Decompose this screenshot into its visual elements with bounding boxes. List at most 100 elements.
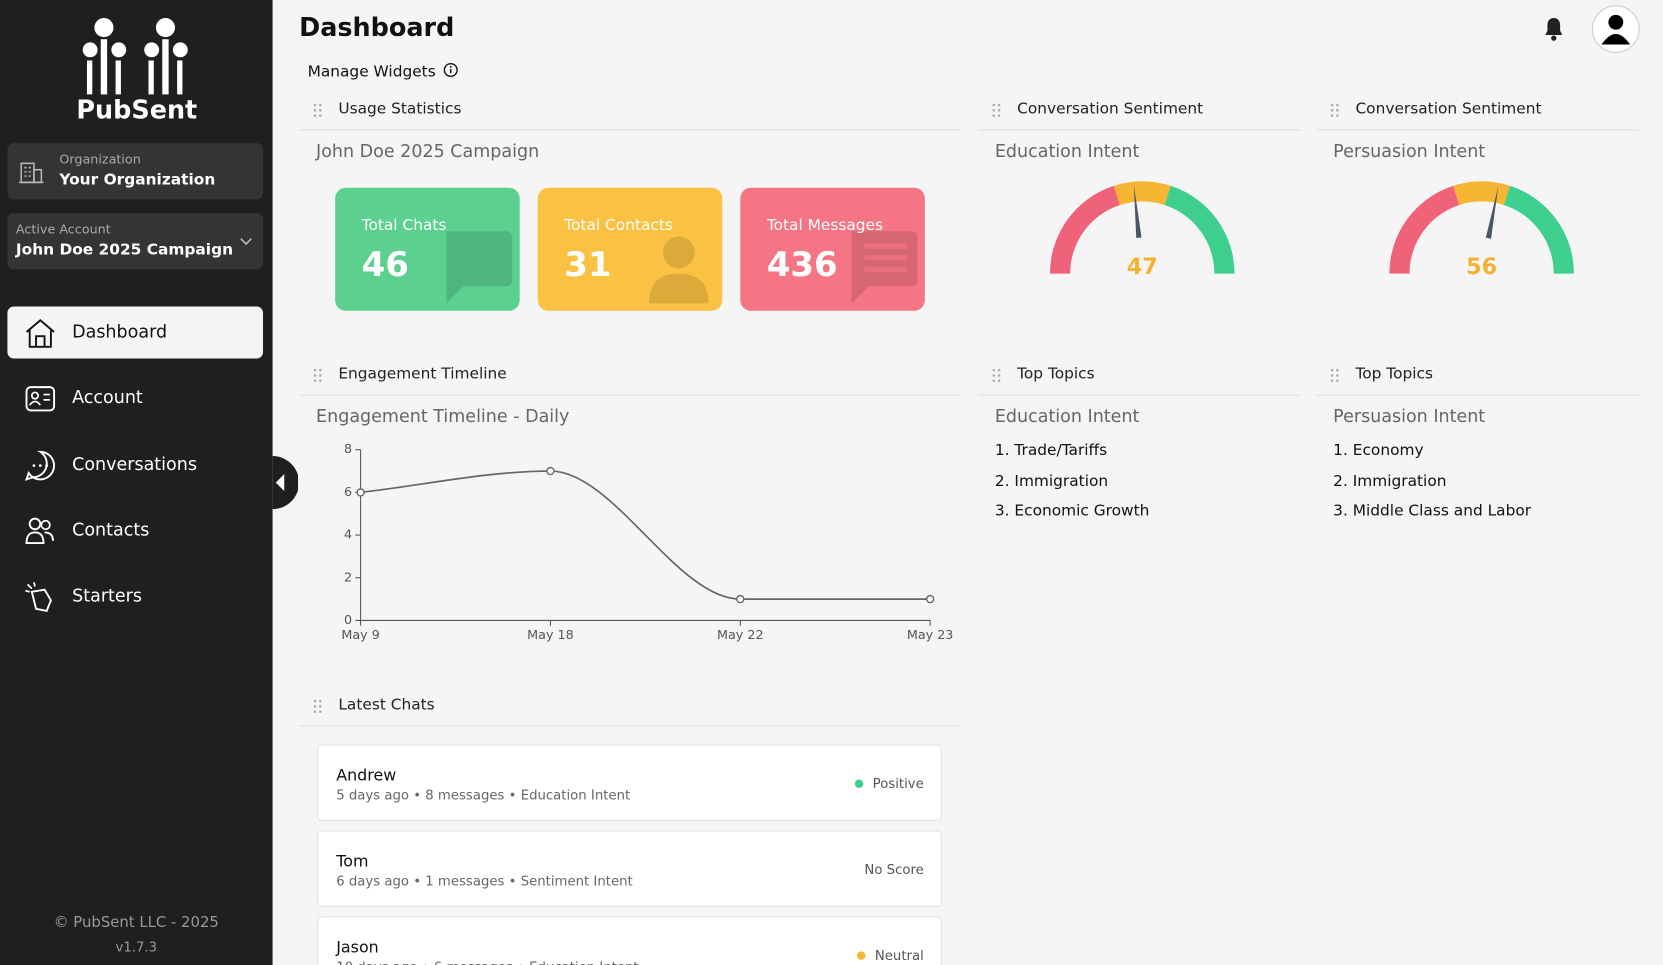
widget-divider <box>977 394 1301 396</box>
stat-label: Total Messages <box>766 217 884 235</box>
chat-sentiment: Positive <box>854 775 924 791</box>
widget-subtitle: Education Intent <box>994 141 1140 162</box>
nav-item[interactable]: Contacts <box>7 505 263 557</box>
stat-icon <box>851 231 918 304</box>
chat-meta: 10 days ago • 6 messages • Education Int… <box>336 959 638 965</box>
notifications[interactable] <box>1541 15 1566 43</box>
logo: PubSent <box>76 18 197 125</box>
widget-divider <box>299 394 960 396</box>
stat-icon <box>446 231 513 304</box>
avatar[interactable] <box>1591 4 1641 54</box>
chat-time: 6 days ago <box>336 872 410 889</box>
y-tick-label: 4 <box>344 527 352 542</box>
drag-handle <box>313 368 322 383</box>
manage-widgets-label: Manage Widgets <box>307 63 436 81</box>
separator: • <box>504 872 521 889</box>
widget-subtitle: Education Intent <box>994 406 1140 427</box>
nav-label: Contacts <box>72 519 150 540</box>
chat-card[interactable]: Jason 10 days ago • 6 messages • Educatio… <box>317 916 942 965</box>
widget-title: Conversation Sentiment <box>1355 100 1542 118</box>
widget-divider <box>1316 129 1639 131</box>
manage-widgets[interactable]: Manage Widgets <box>307 62 459 81</box>
chat-intent: Education Intent <box>520 786 631 803</box>
gauge-needle <box>1485 186 1499 239</box>
topic-item: 3. Middle Class and Labor <box>1333 502 1532 520</box>
drag-handle <box>992 103 1001 117</box>
x-tick-label: May 22 <box>717 627 764 642</box>
stat-value: 46 <box>361 243 409 285</box>
nav-item[interactable]: Account <box>7 373 263 425</box>
chat-card[interactable]: Andrew 5 days ago • 8 messages • Educatio… <box>317 744 942 821</box>
chat-card[interactable]: Tom 6 days ago • 1 messages • Sentiment I… <box>317 830 942 907</box>
widget-title: Conversation Sentiment <box>1017 100 1204 118</box>
copyright: © PubSent LLC - 2025 <box>53 914 219 932</box>
chat-messages: 1 messages <box>425 872 505 889</box>
sentiment-dot <box>854 779 864 789</box>
stat-label: Total Contacts <box>564 217 673 235</box>
drag-handle <box>1330 103 1339 117</box>
separator: • <box>417 959 433 965</box>
point <box>736 594 745 604</box>
widget-title: Usage Statistics <box>338 100 462 118</box>
separator: • <box>409 786 426 803</box>
topic-item: 2. Immigration <box>1333 472 1447 490</box>
stat-icon <box>649 236 709 304</box>
gauge-band <box>1113 181 1171 206</box>
nav-item[interactable]: Dashboard <box>7 306 264 359</box>
x-tick-label: May 18 <box>527 627 574 642</box>
widget-divider <box>299 129 960 131</box>
widget-title: Latest Chats <box>338 696 435 714</box>
gauge-value: 56 <box>1466 254 1497 280</box>
sentiment-label: No Score <box>864 861 924 878</box>
widget-divider <box>977 129 1301 131</box>
drag-handle <box>313 699 322 713</box>
chevron <box>240 238 252 246</box>
version: v1.7.3 <box>115 938 158 955</box>
topic-item: 2. Immigration <box>994 472 1109 490</box>
chat-name: Andrew <box>336 765 397 785</box>
nav-label: Conversations <box>72 453 197 474</box>
y-tick-label: 2 <box>344 569 352 584</box>
nav-icon <box>25 517 54 544</box>
chat-meta: 5 days ago • 8 messages • Education Inte… <box>336 787 630 803</box>
chat-intent: Sentiment Intent <box>520 872 633 889</box>
drag-handle <box>313 103 322 117</box>
gauge-band <box>1389 185 1460 274</box>
chat-messages: 6 messages <box>434 959 513 965</box>
widget-title: Engagement Timeline <box>338 365 507 383</box>
widget-subtitle: Persuasion Intent <box>1333 141 1486 162</box>
logo-text: PubSent <box>76 95 197 125</box>
topic-item: 1. Economy <box>1333 442 1424 460</box>
gauge-band <box>1453 181 1511 206</box>
x-tick-label: May 23 <box>907 627 954 642</box>
chat-name: Tom <box>336 851 369 871</box>
nav-label: Starters <box>72 585 142 606</box>
nav-item[interactable]: Starters <box>7 571 263 623</box>
gauge-band <box>1049 185 1120 274</box>
chat-intent: Education Intent <box>529 959 638 965</box>
sentiment-dot <box>856 951 866 960</box>
chat-name: Jason <box>336 937 379 957</box>
topic-item: 1. Trade/Tariffs <box>994 442 1108 460</box>
nav-item[interactable]: Conversations <box>7 439 263 491</box>
line <box>360 470 931 600</box>
account-name: John Doe 2025 Campaign <box>15 241 234 259</box>
collapse-toggle[interactable] <box>272 456 299 510</box>
nav-icon <box>25 582 52 613</box>
gauge-value: 47 <box>1127 254 1158 280</box>
x-tick-label: May 9 <box>341 627 379 642</box>
separator: • <box>504 786 521 803</box>
organization-label: Organization <box>59 151 141 167</box>
organization-box[interactable]: Organization Your Organization <box>7 143 264 200</box>
gauge-band <box>1164 185 1235 274</box>
point <box>546 466 555 476</box>
gauge-needle <box>1133 184 1142 238</box>
info-icon <box>444 62 459 78</box>
account-label: Active Account <box>15 221 111 237</box>
nav-label: Dashboard <box>72 321 168 342</box>
separator: • <box>513 959 529 965</box>
stat-label: Total Chats <box>361 217 447 235</box>
building-icon <box>19 162 44 184</box>
account-select[interactable]: Active Account John Doe 2025 Campaign <box>7 213 264 270</box>
